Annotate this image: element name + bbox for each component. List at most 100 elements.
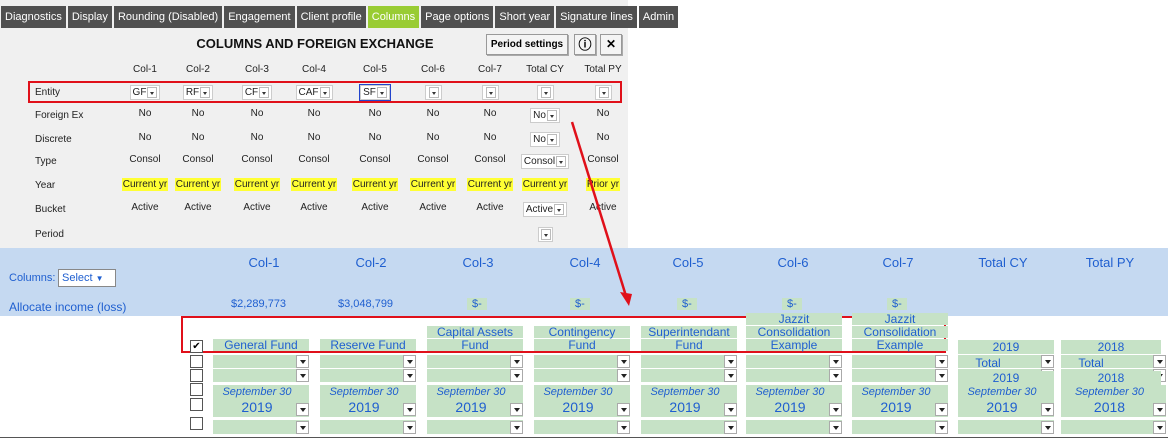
fund-name-line2[interactable]: Fund	[427, 339, 523, 351]
fund-name-line2[interactable]: General Fund	[213, 339, 309, 351]
entity-dropdown[interactable]: CAF	[295, 85, 333, 100]
year-value[interactable]: Current yr	[466, 178, 514, 191]
column-select[interactable]	[641, 420, 737, 434]
cell-value: No	[368, 132, 382, 143]
period-date: September 30	[755, 386, 825, 398]
discrete-dropdown[interactable]: No	[530, 132, 560, 147]
tab-signature-lines[interactable]: Signature lines	[556, 6, 637, 28]
column-select[interactable]	[534, 355, 630, 368]
entity-dropdown[interactable]	[594, 85, 612, 100]
cell-value: No	[250, 132, 264, 143]
column-select[interactable]	[746, 369, 842, 382]
tab-admin[interactable]: Admin	[638, 6, 679, 28]
allocate-amount: $-	[677, 298, 697, 310]
year-value[interactable]: Current yr	[409, 178, 457, 191]
row-label-type: Type	[35, 156, 57, 167]
info-icon[interactable]: ⓘ	[574, 34, 596, 55]
entity-dropdown[interactable]: RF	[182, 85, 214, 100]
period-cell[interactable]: September 30 2019	[641, 385, 737, 417]
tab-columns[interactable]: Columns	[367, 6, 420, 28]
fund-name-line2[interactable]: Example	[852, 339, 948, 351]
period-settings-button[interactable]: Period settings	[486, 34, 568, 55]
entity-dropdown[interactable]	[536, 85, 554, 100]
column-select[interactable]	[641, 369, 737, 382]
fund-name-line2[interactable]: Example	[746, 339, 842, 351]
cell-value: No	[483, 132, 497, 143]
column-select[interactable]	[320, 420, 416, 434]
column-select[interactable]	[320, 355, 416, 368]
period-cell[interactable]: September 30 2019	[320, 385, 416, 417]
period-cell[interactable]: September 30 2019	[746, 385, 842, 417]
column-select[interactable]	[213, 420, 309, 434]
tab-diagnostics[interactable]: Diagnostics	[1, 6, 66, 28]
column-select[interactable]	[852, 420, 948, 434]
entity-dropdown[interactable]: CF	[241, 85, 273, 100]
period-year: 2019	[348, 399, 380, 415]
tab-page-options[interactable]: Page options	[421, 6, 494, 28]
entity-dropdown[interactable]: GF	[129, 85, 161, 100]
column-select[interactable]	[1061, 355, 1166, 368]
column-select[interactable]	[534, 369, 630, 382]
tab-engagement[interactable]: Engagement	[224, 6, 295, 28]
column-select[interactable]	[427, 369, 523, 382]
period-cell[interactable]: September 30 2019	[958, 385, 1054, 417]
year-value[interactable]: Current yr	[290, 178, 338, 191]
column-select[interactable]	[534, 420, 630, 434]
period-cell[interactable]: September 30 2019	[852, 385, 948, 417]
fund-name-line2[interactable]: Reserve Fund	[320, 339, 416, 351]
row-label-year: Year	[35, 180, 56, 191]
columns-select-dropdown[interactable]: Select ▼	[58, 269, 116, 287]
period-cell[interactable]: September 30 2018	[1061, 385, 1166, 417]
close-icon[interactable]: ✕	[600, 34, 622, 55]
column-header: Col-7	[478, 64, 502, 75]
fund-name-line2[interactable]: Fund	[534, 339, 630, 351]
period-cell[interactable]: September 30 2019	[427, 385, 523, 417]
column-select[interactable]	[852, 369, 948, 382]
row-checkbox[interactable]	[190, 355, 203, 368]
bucket-dropdown[interactable]: Active	[522, 202, 568, 217]
type-dropdown[interactable]: Consol	[520, 154, 570, 169]
period-cell[interactable]: September 30 2019	[534, 385, 630, 417]
column-header: Col-5	[363, 64, 387, 75]
year-value[interactable]: Current yr	[233, 178, 281, 191]
row-checkbox[interactable]	[190, 383, 203, 396]
row-checkbox[interactable]	[190, 417, 203, 430]
chevron-down-icon	[935, 369, 948, 382]
foreign-ex-dropdown[interactable]: No	[530, 108, 560, 123]
column-select[interactable]	[746, 355, 842, 368]
entity-dropdown[interactable]	[424, 85, 442, 100]
row-label-discrete: Discrete	[35, 134, 72, 145]
tab-short-year[interactable]: Short year	[495, 6, 555, 28]
entity-dropdown[interactable]	[481, 85, 499, 100]
year-value[interactable]: Current yr	[174, 178, 222, 191]
tab-client-profile[interactable]: Client profile	[296, 6, 366, 28]
allocate-amount: $2,289,773	[231, 298, 287, 310]
column-select[interactable]	[427, 355, 523, 368]
year-value[interactable]: Current yr	[121, 178, 169, 191]
column-select[interactable]	[1061, 420, 1166, 434]
year-value[interactable]: Prior yr	[585, 178, 621, 191]
entity-dropdown[interactable]: SF	[359, 84, 391, 101]
row-checkbox[interactable]	[190, 369, 203, 382]
column-select[interactable]	[427, 420, 523, 434]
tab-rounding-disabled[interactable]: Rounding (Disabled)	[113, 6, 223, 28]
entity-cell: CF	[231, 85, 283, 100]
period-dropdown[interactable]	[537, 227, 553, 242]
fund-name-line1: Capital Assets	[427, 326, 523, 338]
column-select[interactable]	[641, 355, 737, 368]
cell-value: Consol	[241, 154, 273, 165]
fund-name-line2[interactable]: Fund	[641, 339, 737, 351]
column-select[interactable]	[958, 355, 1054, 368]
column-select[interactable]	[213, 369, 309, 382]
year-value[interactable]: Current yr	[521, 178, 569, 191]
tab-display[interactable]: Display	[67, 6, 112, 28]
row-checkbox[interactable]: ✔	[190, 340, 203, 353]
column-select[interactable]	[958, 420, 1054, 434]
column-select[interactable]	[320, 369, 416, 382]
column-select[interactable]	[213, 355, 309, 368]
column-select[interactable]	[852, 355, 948, 368]
column-select[interactable]	[746, 420, 842, 434]
year-value[interactable]: Current yr	[351, 178, 399, 191]
period-cell[interactable]: September 30 2019	[213, 385, 309, 417]
row-checkbox[interactable]	[190, 398, 203, 411]
